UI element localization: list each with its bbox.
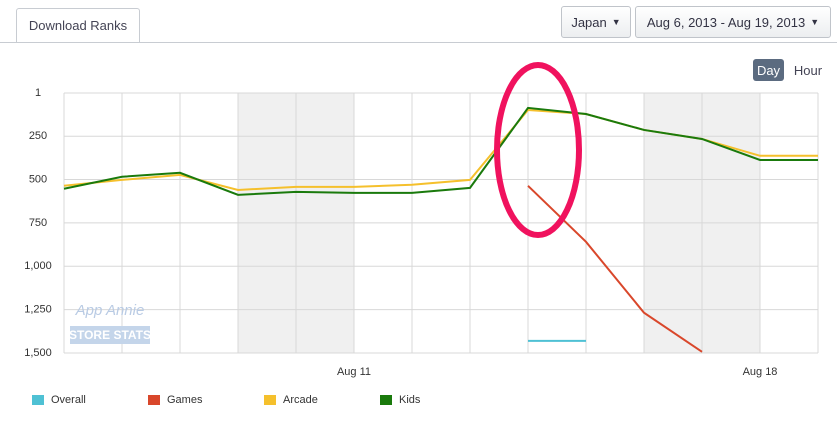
y-tick-label: 750 — [29, 217, 47, 229]
day-button[interactable]: Day — [753, 59, 784, 81]
legend-label: Arcade — [283, 394, 318, 406]
y-tick-label: 1,000 — [24, 260, 52, 272]
legend-swatch — [264, 395, 276, 405]
x-tick-label: Aug 18 — [743, 366, 778, 378]
y-tick-label: 1,250 — [24, 304, 52, 316]
legend-swatch — [148, 395, 160, 405]
y-tick-label: 1,500 — [24, 347, 52, 359]
legend-label: Overall — [51, 394, 86, 406]
watermark: STORE STATS — [69, 328, 151, 342]
legend-label: Kids — [399, 394, 421, 406]
tab[interactable]: Download Ranks — [16, 8, 140, 42]
legend-label: Games — [167, 394, 203, 406]
annotation-circle — [494, 62, 582, 238]
legend-swatch — [380, 395, 392, 405]
series-line — [527, 185, 703, 353]
watermark: App Annie — [75, 302, 145, 319]
country-dropdown[interactable]: Japan ▼ — [561, 6, 631, 38]
watermark-box — [70, 326, 150, 344]
divider — [0, 42, 837, 43]
country: Japan — [571, 14, 607, 30]
series-line — [63, 106, 818, 196]
date-dropdown[interactable]: Aug 6, 2013 - Aug 19, 2013 ▼ — [635, 6, 831, 38]
x-tick-label: Aug 11 — [337, 366, 371, 378]
legend-swatch — [32, 395, 44, 405]
y-tick-label: 250 — [29, 130, 47, 142]
y-tick-label: 500 — [29, 173, 47, 185]
hour-button[interactable]: Hour — [793, 62, 823, 78]
date-range: Aug 6, 2013 - Aug 19, 2013 — [646, 14, 806, 30]
y-tick-label: 1 — [35, 87, 41, 99]
